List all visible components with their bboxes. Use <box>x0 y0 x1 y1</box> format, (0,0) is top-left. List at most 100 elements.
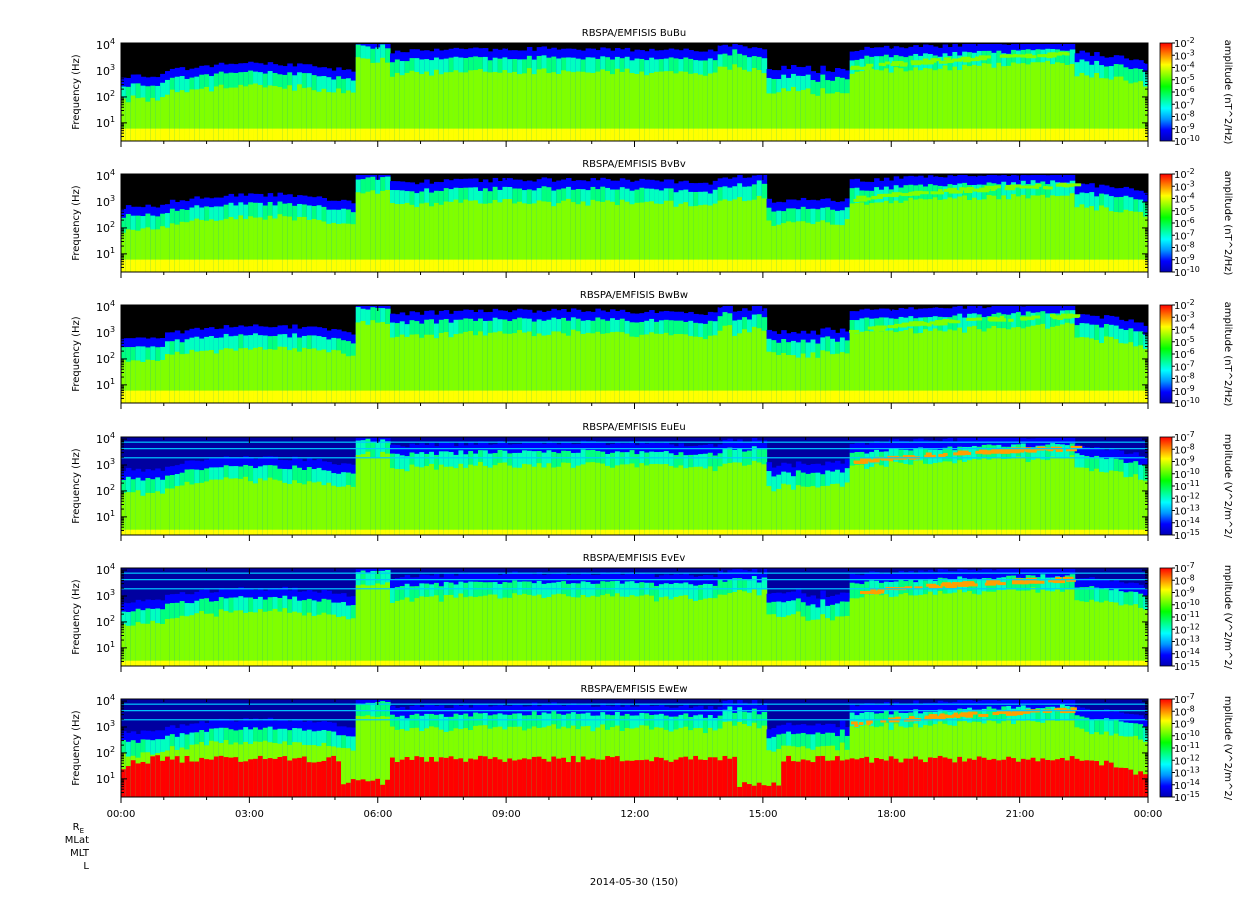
spectrogram-strip <box>385 259 391 272</box>
spectrogram-strip <box>864 468 870 535</box>
spectrogram-strip <box>942 65 949 141</box>
spectrogram-strip <box>233 529 239 535</box>
spectrogram-strip <box>194 259 200 272</box>
y-tick-label: 103 <box>96 325 115 340</box>
spectrogram-strip <box>883 128 890 141</box>
spectrogram-strip <box>179 485 186 535</box>
spectrogram-strip <box>830 484 836 535</box>
spectrogram-strip <box>394 600 401 666</box>
spectrogram-strip <box>507 390 513 403</box>
spectrogram-strip <box>639 529 645 535</box>
spectrogram-strip <box>976 594 983 666</box>
spectrogram-strip <box>614 465 621 535</box>
spectrogram-strip <box>874 69 880 141</box>
spectrogram-strip <box>292 259 298 272</box>
chorus-element <box>975 450 986 454</box>
spectrogram-strip <box>409 390 416 403</box>
spectrogram-strip <box>629 660 636 666</box>
chorus-element <box>1057 316 1064 320</box>
spectrogram-strip <box>732 660 738 666</box>
spectrogram-strip <box>1074 207 1081 272</box>
spectrogram-strip <box>1064 259 1071 272</box>
spectrogram-strip <box>619 199 626 272</box>
spectrogram-strip <box>311 482 318 535</box>
spectrogram-strip <box>1138 259 1144 272</box>
spectrogram-strip <box>619 596 626 666</box>
spectrogram-strip <box>893 660 900 666</box>
spectrogram-strip <box>1015 456 1022 535</box>
spectrogram-strip <box>649 201 655 272</box>
spectrogram-strip <box>125 259 132 272</box>
spectrogram-strip <box>1128 128 1134 141</box>
spectrogram-strip <box>468 660 474 666</box>
spectrogram-strip <box>473 70 479 141</box>
spectrogram-strip <box>1011 660 1017 666</box>
spectrogram-strip <box>737 128 743 141</box>
spectrogram-strip <box>189 660 195 666</box>
spectrogram-strip <box>825 618 831 666</box>
spectrogram-strip <box>1113 212 1120 272</box>
spectrogram-strip <box>766 128 773 141</box>
spectrogram-strip <box>213 259 220 272</box>
spectrogram-strip <box>1094 128 1100 141</box>
spectrogram-strip <box>893 67 900 141</box>
spectrogram-strip <box>600 333 606 403</box>
chorus-element <box>1025 316 1032 320</box>
spectrogram-strip <box>331 529 337 535</box>
spectrogram-strip <box>125 492 132 535</box>
spectrogram-strip <box>673 206 680 272</box>
spectrogram-strip <box>746 71 753 141</box>
spectrogram-strip <box>165 227 171 272</box>
spectrogram-strip <box>717 66 724 141</box>
spectrogram-strip <box>155 100 161 141</box>
colorbar-tick-label: 10-7 <box>1174 97 1195 111</box>
spectrogram-strip <box>1006 458 1012 535</box>
spectrogram-strip <box>746 128 753 141</box>
chorus-element <box>894 323 905 327</box>
spectrogram-strip <box>614 205 621 272</box>
spectrogram-strip <box>1084 75 1090 141</box>
spectrogram-strip <box>1030 587 1037 666</box>
spectrogram-strip <box>399 390 406 403</box>
spectrogram-strip <box>497 259 504 272</box>
spectrogram-strip <box>619 390 626 403</box>
spectrogram-strip <box>654 660 660 666</box>
spectrogram-strip <box>712 72 719 141</box>
spectrogram-strip <box>888 597 895 666</box>
spectrogram-strip <box>409 601 416 666</box>
spectrogram-strip <box>683 529 689 535</box>
spectrogram-strip <box>874 529 880 535</box>
spectrogram-strip <box>888 660 895 666</box>
spectrogram-strip <box>443 332 450 403</box>
spectrogram-strip <box>360 259 367 272</box>
spectrogram-strip <box>311 259 318 272</box>
spectrogram-strip <box>883 200 890 272</box>
spectrogram-strip <box>213 390 220 403</box>
spectrogram-strip <box>443 660 450 666</box>
spectrogram-strip <box>976 128 983 141</box>
spectrogram-strip <box>145 623 151 666</box>
spectrogram-strip <box>414 128 420 141</box>
spectrogram-strip <box>698 259 704 272</box>
spectrogram-strip <box>267 259 274 272</box>
spectrogram-strip <box>287 612 293 666</box>
chorus-element <box>1066 448 1077 452</box>
spectrogram-strip <box>888 390 895 403</box>
spectrogram-strip <box>536 594 543 666</box>
chorus-element <box>1037 54 1047 58</box>
spectrogram-strip <box>879 331 885 403</box>
spectrogram-strip <box>756 390 763 403</box>
spectrogram-strip <box>981 331 988 403</box>
spectrogram-strip <box>942 199 949 272</box>
spectrogram-strip <box>663 390 670 403</box>
spectrogram-strip <box>932 390 939 403</box>
spectrogram-strip <box>165 390 171 403</box>
spectrogram-strip <box>600 128 606 141</box>
spectrogram-strip <box>140 660 147 666</box>
chorus-element <box>1069 183 1082 187</box>
spectrogram-strip <box>223 218 230 272</box>
spectrogram-strip <box>629 204 636 272</box>
spectrogram-strip <box>927 199 934 272</box>
spectrogram-strip <box>355 529 362 535</box>
spectrogram-strip <box>160 359 166 403</box>
